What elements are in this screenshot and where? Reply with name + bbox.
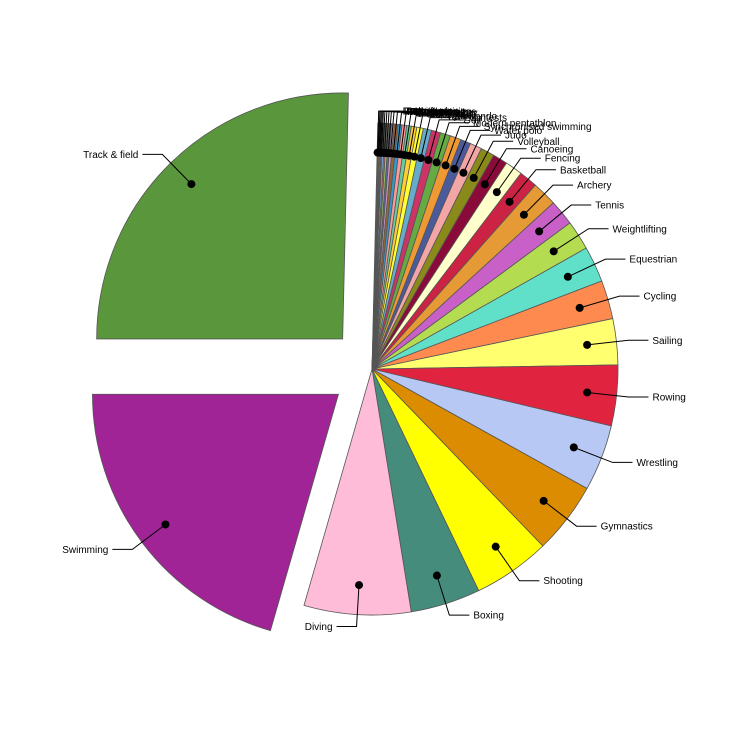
slice-label-rugby-union: Rugby union <box>403 107 459 118</box>
leader-line-swimming <box>112 524 166 550</box>
leader-line-boxing <box>436 575 470 616</box>
slice-label-golf: Golf <box>463 115 482 126</box>
slice-label-baseball: Baseball <box>430 109 468 120</box>
slice-label-gymnastics: Gymnastics <box>601 522 653 533</box>
slice-label-wrestling: Wrestling <box>636 458 678 469</box>
slice-label-motorboating: Motorboating <box>407 107 465 118</box>
slice-label-handball: Handball <box>426 108 465 119</box>
slice-label-football: Football <box>440 110 476 121</box>
slice-label-track-field: Track & field <box>83 150 138 161</box>
leader-line-synchronised-swimming <box>445 125 480 166</box>
slice-label-tug-of-war: Tug of war <box>405 107 453 118</box>
leader-line-weightlifting <box>553 228 609 252</box>
leader-line-sailing <box>587 339 649 346</box>
slice-track-field <box>96 92 349 340</box>
slice-label-swimming: Swimming <box>62 545 108 556</box>
leader-line-taekwondo <box>413 115 443 157</box>
slice-label-shooting: Shooting <box>543 576 582 587</box>
slice-label-archery: Archery <box>577 181 611 192</box>
leader-line-shooting <box>495 546 540 582</box>
slice-label-basketball: Basketball <box>560 165 606 176</box>
slice-label-jeu-de-paume: Jeu de paume <box>413 107 477 118</box>
slice-label-cycling: Cycling <box>644 292 677 303</box>
slice-label-canoeing: Canoeing <box>530 144 573 155</box>
leader-line-art-contests <box>420 117 451 159</box>
leader-line-cycling <box>579 295 640 309</box>
slice-label-diving: Diving <box>305 622 333 633</box>
leader-line-diving <box>336 585 360 628</box>
slice-label-rowing: Rowing <box>652 392 685 403</box>
leader-line-track-field <box>142 153 192 185</box>
slice-label-figure-skating: Figure skating <box>409 107 472 118</box>
slice-label-modern-pentathlon: Modern pentathlon <box>473 118 556 129</box>
slice-label-equestrian: Equestrian <box>629 255 677 266</box>
leader-line-tennis <box>538 204 592 232</box>
slice-label-cricket: Cricket <box>415 107 446 118</box>
leader-line-volleyball <box>473 140 514 179</box>
leader-line-basketball <box>509 169 556 203</box>
leader-line-judo <box>463 134 501 173</box>
leader-line-handball <box>396 112 422 154</box>
slice-label-volleyball: Volleyball <box>517 137 559 148</box>
leader-line-archery <box>523 184 574 216</box>
leader-line-softball <box>404 113 431 156</box>
slice-label-field-hockey: Field hockey <box>421 108 477 119</box>
leader-line-water-polo <box>453 129 491 170</box>
slice-label-softball: Softball <box>435 109 468 120</box>
slice-label-taekwondo: Taekwondo <box>447 111 498 122</box>
leader-line-wrestling <box>573 446 633 463</box>
leader-line-equestrian <box>567 258 626 278</box>
slice-label-synchronised-swimming: Synchronised swimming <box>484 122 592 133</box>
slice-label-fight: Fight <box>418 107 440 118</box>
leader-line-modern-pentathlon <box>436 122 470 163</box>
slice-label-rackets: Rackets <box>411 107 447 118</box>
leader-line-baseball <box>400 112 427 155</box>
leader-line-rowing <box>587 391 649 398</box>
slice-label-weightlifting: Weightlifting <box>613 224 667 235</box>
slice-swimming <box>92 393 339 632</box>
leader-line-golf <box>427 119 460 161</box>
slice-label-fencing: Fencing <box>545 154 581 165</box>
leader-line-football <box>408 114 437 156</box>
leader-line-gymnastics <box>543 500 597 527</box>
pie-slices <box>92 92 619 632</box>
slice-label-art-contests: Art contests <box>454 113 507 124</box>
slice-label-boxing: Boxing <box>473 611 504 622</box>
slice-label-tennis: Tennis <box>595 201 624 212</box>
slice-label-sailing: Sailing <box>652 336 682 347</box>
slice-label-judo: Judo <box>505 131 527 142</box>
leader-line-fencing <box>496 157 541 193</box>
leader-line-canoeing <box>484 148 527 185</box>
slice-label-lacrosse: Lacrosse <box>404 107 445 118</box>
slice-label-water-polo: Water polo <box>494 126 542 137</box>
